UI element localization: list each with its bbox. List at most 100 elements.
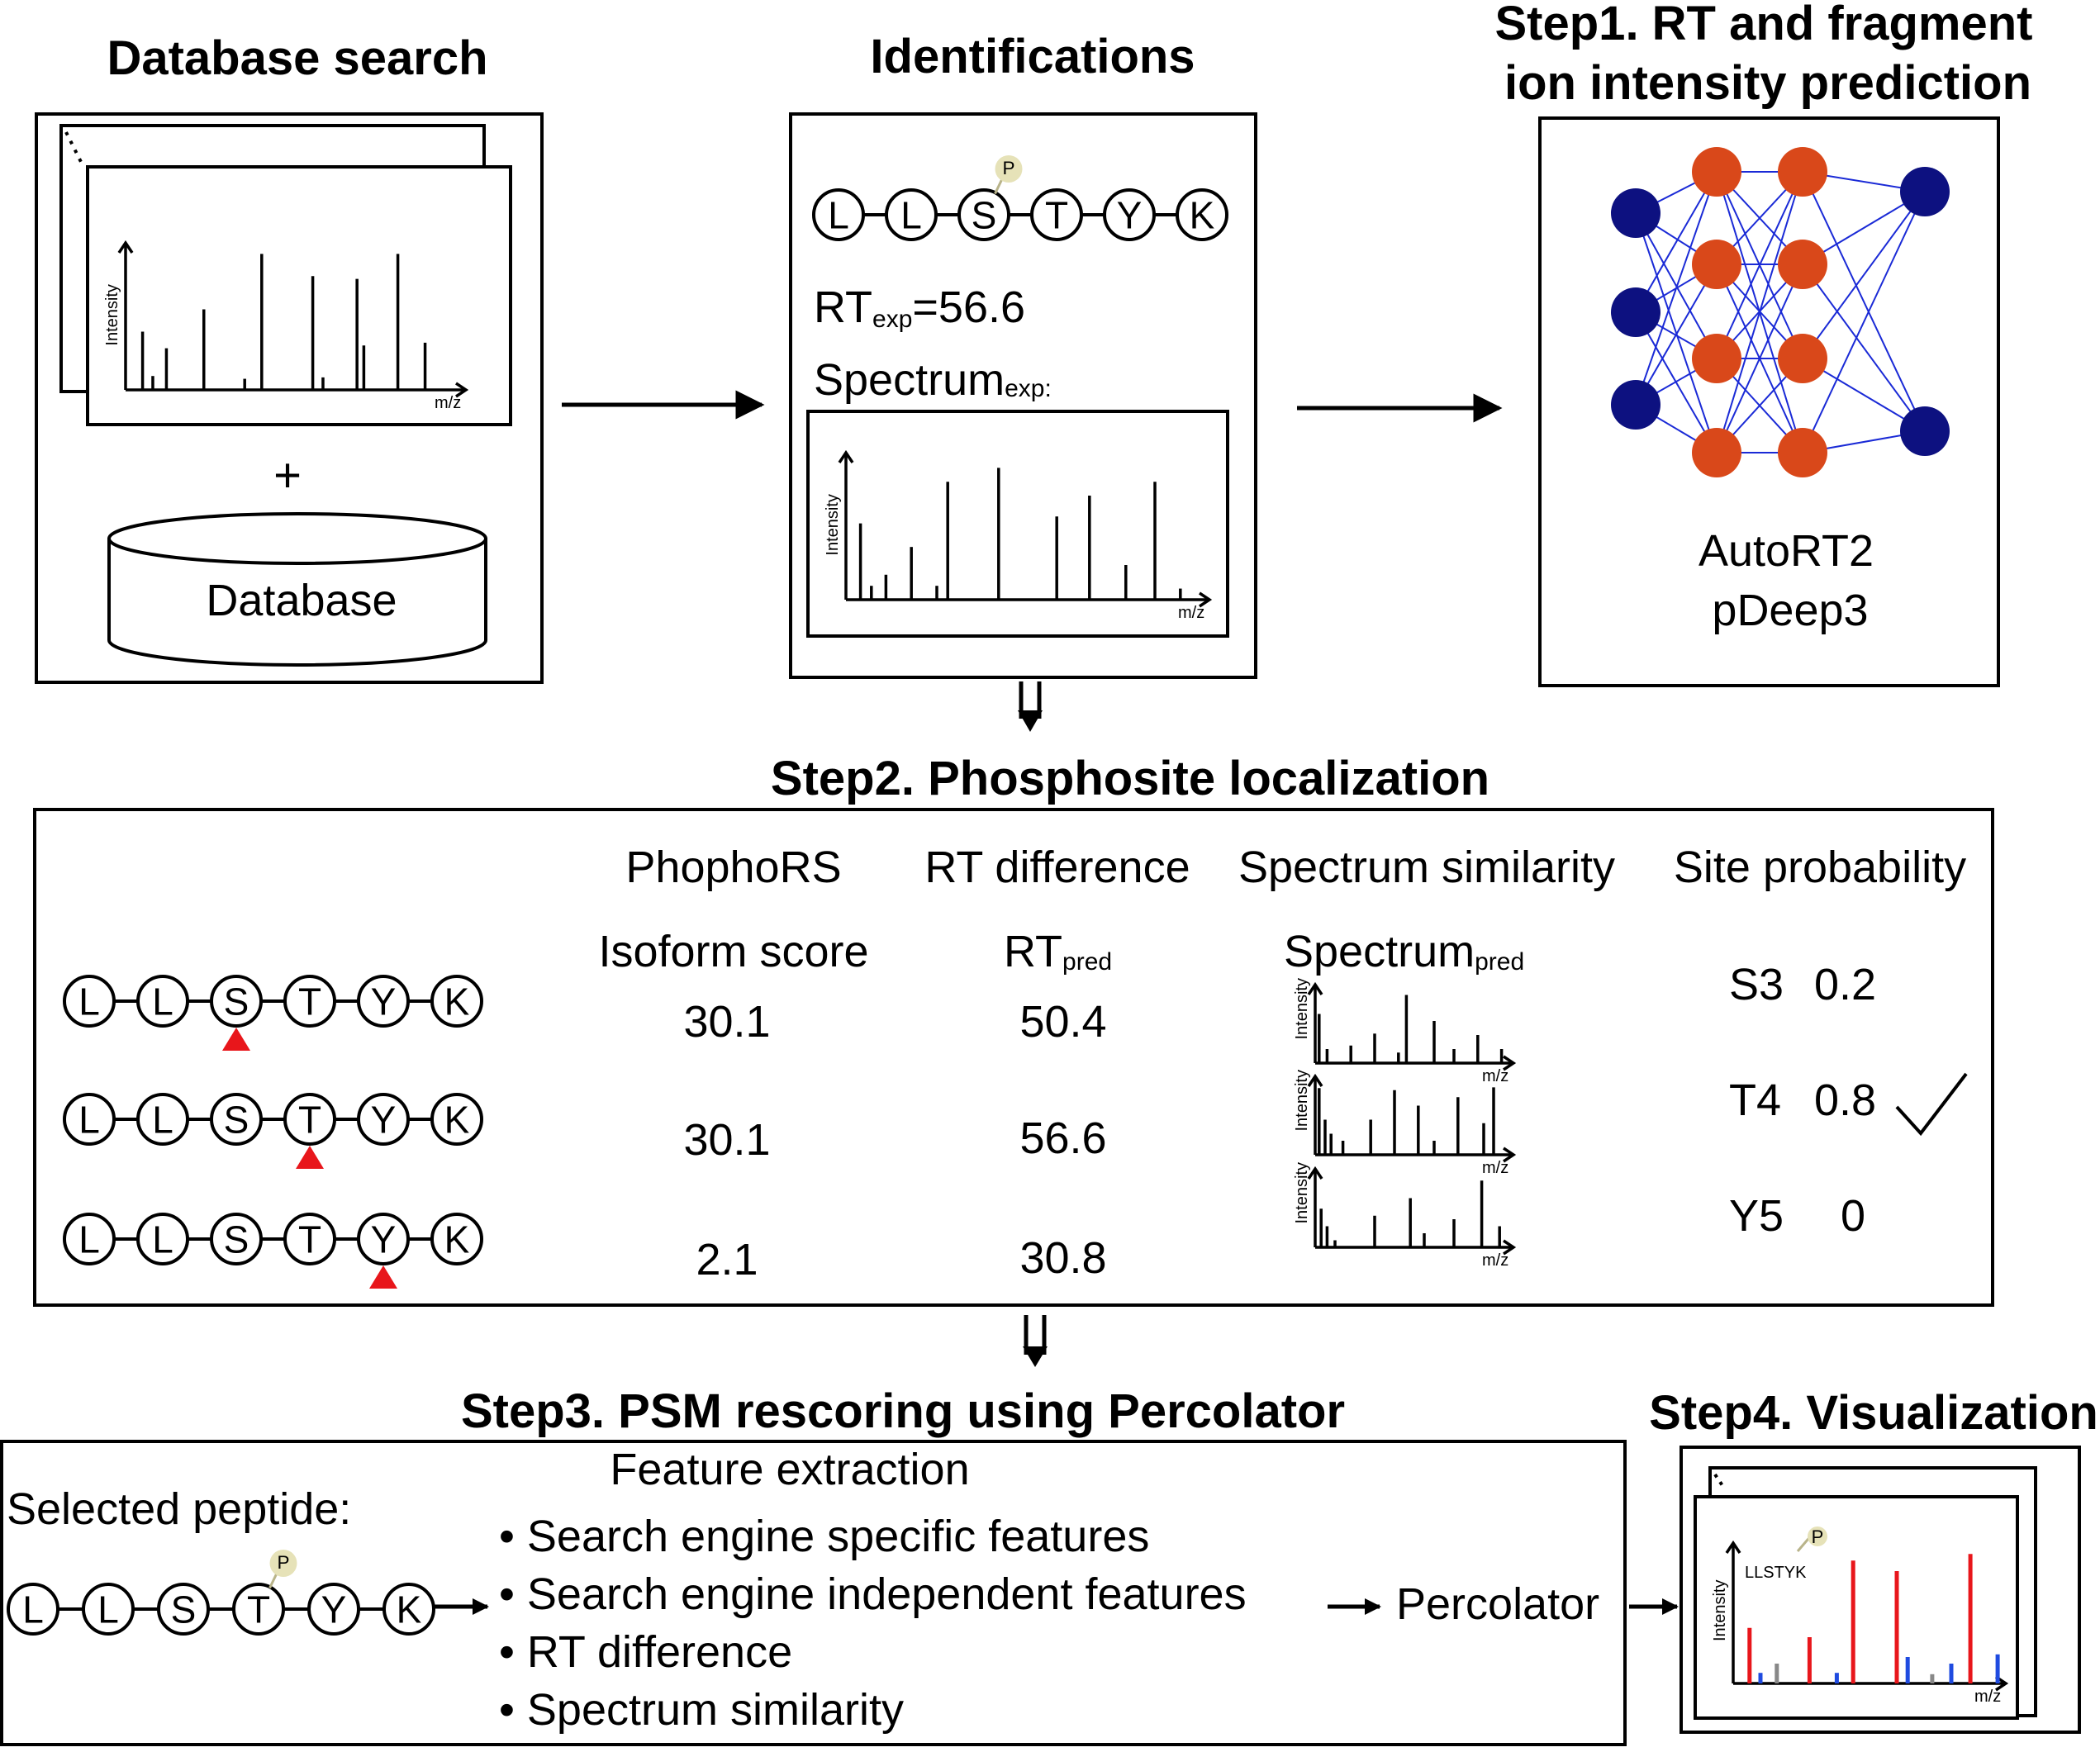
identifications-panel: Identifications L L S T Y K P RTexp=56.6 Spect… (789, 30, 1257, 679)
subheader-isoform-score: Isoform score (598, 927, 868, 976)
residue-letter: K (444, 980, 470, 1023)
step3-panel: Step3. PSM rescoring using Percolator Se… (0, 1384, 1679, 1746)
y-axis-label: Intensity (1293, 1162, 1311, 1223)
nn-edge (1635, 171, 1718, 406)
y-axis-arrow (1725, 1540, 1741, 1554)
step2-title: Step2. Phosphosite localization (771, 752, 1489, 805)
residue-circle (63, 1213, 116, 1265)
residue-circle (283, 975, 336, 1028)
residue-letter: S (224, 1218, 249, 1261)
y-axis-arrow (838, 449, 854, 463)
site-name: S3 (1729, 960, 1784, 1009)
residue-circle (63, 1093, 116, 1146)
feature-item: • Spectrum similarity (499, 1685, 904, 1735)
residue-circle (63, 975, 116, 1028)
database-search-title: Database search (107, 31, 487, 85)
step4-title: Step4. Visualization (1649, 1386, 2098, 1440)
subheader-spectrum-pred: Spectrumpred (1284, 927, 1524, 976)
residue-letter: Y (371, 1218, 397, 1261)
residue-circle (430, 975, 483, 1028)
phospho-badge (995, 155, 1023, 183)
identifications-title: Identifications (870, 30, 1195, 83)
database-cylinder (107, 512, 487, 667)
residue-letter: S (171, 1588, 197, 1631)
residue-circle (283, 1213, 336, 1265)
nn-edge (1802, 191, 1926, 359)
candidate-row: L L S T Y K 30.1 56.6 T4 0.8 Intensity m/z (63, 1070, 1968, 1177)
residue-letter: T (298, 980, 321, 1023)
residue-letter: S (224, 1099, 249, 1142)
residue-circle (357, 975, 410, 1028)
database-search-panel: Database search Intensity m/z + Database (35, 31, 544, 684)
residue-circle (136, 1093, 189, 1146)
x-axis-arrow (1199, 591, 1213, 608)
residue-letter: L (22, 1588, 44, 1631)
residue-letter: L (828, 194, 849, 237)
nn-edge (1802, 264, 1926, 432)
residue-letter: K (397, 1588, 422, 1631)
nn-hidden-node (1692, 147, 1741, 197)
candidate-rows: L L S T Y K 30.1 50.4 S3 0.2 Intensity m/z L L S T Y K 30.… (63, 960, 1968, 1289)
residue-circle (1030, 188, 1083, 241)
step2-panel: Step2. Phosphosite localization PhophoRS… (33, 752, 1994, 1307)
residue-letter: Y (1117, 194, 1143, 237)
neural-network-icon (1611, 147, 1950, 477)
exp-spectrum-frame (806, 410, 1229, 638)
residue-letter: K (444, 1218, 470, 1261)
x-axis-label: m/z (1482, 1251, 1508, 1270)
phospho-letter: P (1812, 1526, 1824, 1547)
nn-edge (1716, 264, 1803, 453)
nn-edge (1716, 171, 1803, 453)
y-axis-arrow (1307, 981, 1323, 995)
y-axis-label: Intensity (1293, 1070, 1311, 1131)
rt-pred-value: 30.8 (1019, 1233, 1106, 1283)
residue-letter: L (900, 194, 922, 237)
percolator-label: Percolator (1396, 1579, 1599, 1629)
model-pdeep3: pDeep3 (1712, 586, 1868, 635)
residue-circle (82, 1583, 135, 1636)
step1-title-line1: Step1. RT and fragment (1495, 0, 2033, 50)
nn-hidden-node (1692, 428, 1741, 477)
model-autort2: AutoRT2 (1699, 526, 1874, 576)
residue-letter: L (78, 1099, 100, 1142)
site-probability: 0.8 (1814, 1075, 1876, 1125)
residue-letter: K (1190, 194, 1215, 237)
y-axis-arrow (1307, 1166, 1323, 1180)
residue-circle (430, 1213, 483, 1265)
isoform-score: 2.1 (696, 1235, 758, 1284)
nn-hidden-node (1778, 334, 1827, 383)
nn-edge (1635, 171, 1718, 313)
x-axis-arrow (1503, 1239, 1517, 1256)
nn-hidden-node (1692, 240, 1741, 289)
residue-circle (1176, 188, 1228, 241)
y-axis-label: Intensity (1711, 1580, 1729, 1641)
stack-dots (64, 131, 84, 166)
candidate-row: L L S T Y K 2.1 30.8 Y5 0 Intensity m/z (63, 1162, 1865, 1289)
site-marker-triangle (296, 1146, 324, 1169)
nn-edge (1716, 171, 1803, 359)
header-phophors: PhophoRS (625, 843, 841, 892)
header-site-probability: Site probability (1674, 843, 1966, 892)
rt-pred-value: 56.6 (1019, 1113, 1106, 1163)
step1-title-line2: ion intensity prediction (1504, 56, 2031, 110)
residue-circle (957, 188, 1010, 241)
step2-frame (33, 808, 1994, 1307)
identified-peptide: L L S T Y K P (812, 155, 1228, 241)
y-axis-label: Intensity (1293, 978, 1311, 1039)
residue-circle (210, 1093, 263, 1146)
feature-item: • Search engine independent features (499, 1569, 1247, 1619)
rt-pred-value: 50.4 (1019, 997, 1106, 1047)
residue-circle (210, 975, 263, 1028)
isoform-score: 30.1 (683, 997, 770, 1047)
annotated-peptide-label: LLSTYK (1745, 1564, 1807, 1582)
feature-item: • Search engine specific features (499, 1512, 1149, 1561)
residue-circle (885, 188, 938, 241)
header-rt-difference: RT difference (924, 843, 1190, 892)
checkmark-icon (1895, 1072, 1968, 1137)
residue-letter: Y (321, 1588, 347, 1631)
spectrum-card-front (86, 165, 512, 426)
residue-letter: Y (371, 980, 397, 1023)
site-probability: 0.2 (1814, 960, 1876, 1009)
x-axis-label: m/z (1482, 1159, 1508, 1177)
